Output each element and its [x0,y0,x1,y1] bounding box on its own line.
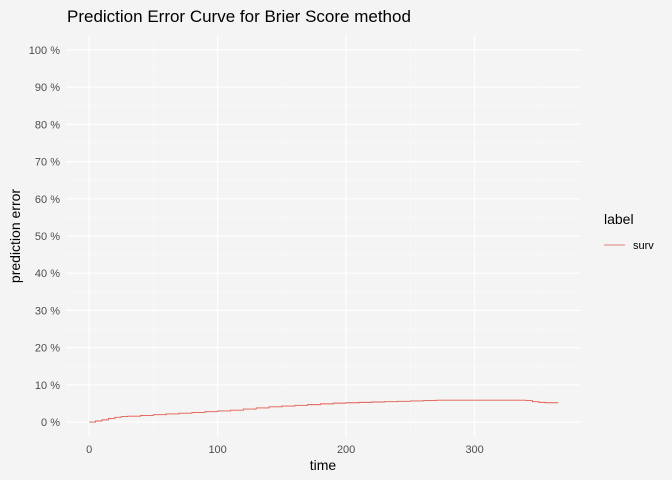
legend: label surv [604,211,654,252]
series-line-surv [89,399,559,423]
y-tick-label: 20 % [35,343,60,355]
chart-title: Prediction Error Curve for Brier Score m… [67,7,411,26]
legend-title: label [604,211,634,227]
x-axis-ticks: 0 100 200 300 [86,444,484,456]
x-tick-label: 100 [208,444,226,456]
y-tick-label: 10 % [35,380,60,392]
x-axis-title: time [310,457,337,473]
x-tick-label: 300 [465,444,483,456]
y-tick-label: 0 % [41,417,60,429]
y-tick-label: 80 % [35,119,60,131]
x-tick-label: 200 [337,444,355,456]
y-tick-label: 70 % [35,157,60,169]
y-tick-label: 90 % [35,82,60,94]
y-tick-label: 60 % [35,194,60,206]
y-axis-title: prediction error [7,189,23,283]
x-tick-label: 0 [86,444,92,456]
major-gridlines [66,35,580,437]
y-tick-label: 30 % [35,305,60,317]
y-tick-label: 40 % [35,268,60,280]
y-tick-label: 100 % [29,45,60,57]
series-layer [89,399,559,423]
y-axis-ticks: 0 % 10 % 20 % 30 % 40 % 50 % 60 % 70 % 80 % 90 % 1… [29,45,60,429]
y-tick-label: 50 % [35,231,60,243]
legend-label-surv: surv [633,240,654,252]
